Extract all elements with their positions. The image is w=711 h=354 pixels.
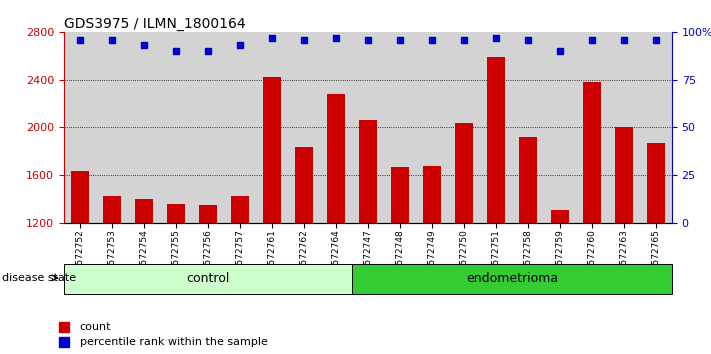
Bar bbox=[352, 264, 672, 294]
Bar bbox=[288, 32, 320, 223]
Bar bbox=[480, 32, 512, 223]
Bar bbox=[608, 32, 640, 223]
Bar bbox=[103, 195, 121, 223]
Bar bbox=[256, 32, 288, 223]
Bar bbox=[391, 167, 409, 223]
Bar bbox=[583, 82, 601, 223]
Bar bbox=[224, 32, 256, 223]
Bar bbox=[199, 205, 217, 223]
Text: percentile rank within the sample: percentile rank within the sample bbox=[80, 337, 267, 347]
Bar bbox=[327, 94, 345, 223]
Bar bbox=[551, 210, 569, 223]
Bar bbox=[544, 32, 576, 223]
Text: control: control bbox=[186, 272, 230, 285]
Bar bbox=[615, 127, 633, 223]
Bar bbox=[647, 143, 665, 223]
Bar bbox=[71, 171, 89, 223]
Bar bbox=[359, 120, 377, 223]
Bar bbox=[487, 57, 505, 223]
Bar bbox=[455, 123, 473, 223]
Bar bbox=[128, 32, 160, 223]
Bar bbox=[416, 32, 448, 223]
Bar bbox=[640, 32, 672, 223]
Bar bbox=[320, 32, 352, 223]
Bar bbox=[423, 166, 441, 223]
Bar bbox=[96, 32, 128, 223]
Bar bbox=[160, 32, 192, 223]
Bar bbox=[167, 204, 185, 223]
Bar bbox=[64, 264, 352, 294]
Bar bbox=[576, 32, 608, 223]
Bar bbox=[512, 32, 544, 223]
Text: GDS3975 / ILMN_1800164: GDS3975 / ILMN_1800164 bbox=[64, 17, 245, 31]
Bar bbox=[295, 147, 313, 223]
Bar bbox=[519, 137, 537, 223]
Bar bbox=[231, 195, 249, 223]
Text: disease state: disease state bbox=[2, 273, 76, 283]
Bar bbox=[384, 32, 416, 223]
Bar bbox=[64, 32, 96, 223]
Bar bbox=[135, 199, 153, 223]
Text: endometrioma: endometrioma bbox=[466, 272, 558, 285]
Bar bbox=[192, 32, 224, 223]
Bar bbox=[263, 77, 281, 223]
Text: count: count bbox=[80, 322, 111, 332]
Bar bbox=[448, 32, 480, 223]
Bar bbox=[352, 32, 384, 223]
